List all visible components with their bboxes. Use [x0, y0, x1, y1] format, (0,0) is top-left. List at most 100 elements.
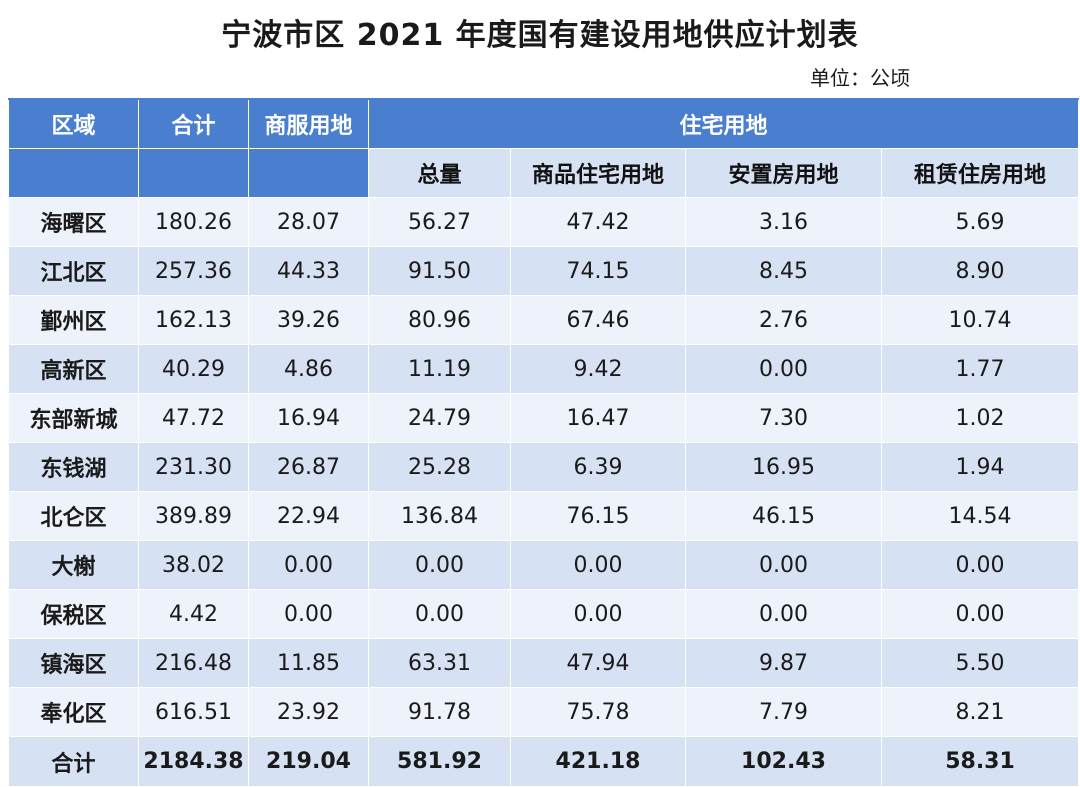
- value-cell: 0.00: [248, 540, 369, 590]
- region-cell: 奉化区: [8, 687, 139, 737]
- header-res-rental: 租赁住房用地: [880, 148, 1080, 198]
- value-cell: 28.07: [248, 197, 369, 247]
- value-cell: 26.87: [248, 442, 369, 492]
- value-cell: 16.47: [510, 393, 686, 443]
- value-cell: 0.00: [248, 589, 369, 639]
- totals-label: 合计: [8, 736, 139, 787]
- value-cell: 10.74: [880, 295, 1080, 345]
- unit-label: 单位：公顷: [810, 66, 910, 90]
- header-res-total: 总量: [368, 148, 511, 198]
- region-cell: 北仑区: [8, 491, 139, 541]
- value-cell: 16.94: [248, 393, 369, 443]
- value-cell: 8.45: [685, 246, 882, 296]
- value-cell: 47.94: [510, 638, 686, 688]
- header-commercial: 商服用地: [248, 98, 369, 149]
- totals-cell: 581.92: [368, 736, 511, 787]
- header-region: 区域: [8, 98, 139, 149]
- value-cell: 5.69: [880, 197, 1080, 247]
- land-supply-table: 区域 合计 商服用地 住宅用地 总量 商品住宅用地 安置房用地 租赁住房用地 海…: [8, 98, 1080, 787]
- value-cell: 1.77: [880, 344, 1080, 394]
- region-cell: 大榭: [8, 540, 139, 590]
- value-cell: 4.42: [138, 589, 249, 639]
- region-cell: 东钱湖: [8, 442, 139, 492]
- value-cell: 8.90: [880, 246, 1080, 296]
- table-row: 海曙区 180.26 28.07 56.27 47.42 3.16 5.69: [8, 197, 1080, 247]
- totals-cell: 58.31: [880, 736, 1080, 787]
- table-row: 奉化区 616.51 23.92 91.78 75.78 7.79 8.21: [8, 687, 1080, 737]
- value-cell: 91.50: [368, 246, 511, 296]
- value-cell: 11.85: [248, 638, 369, 688]
- value-cell: 216.48: [138, 638, 249, 688]
- value-cell: 9.87: [685, 638, 882, 688]
- header-commercial-blank: [248, 148, 369, 198]
- value-cell: 0.00: [368, 589, 511, 639]
- region-cell: 镇海区: [8, 638, 139, 688]
- table-row: 东部新城 47.72 16.94 24.79 16.47 7.30 1.02: [8, 393, 1080, 443]
- value-cell: 0.00: [685, 344, 882, 394]
- region-cell: 保税区: [8, 589, 139, 639]
- value-cell: 91.78: [368, 687, 511, 737]
- value-cell: 162.13: [138, 295, 249, 345]
- table-row: 高新区 40.29 4.86 11.19 9.42 0.00 1.77: [8, 344, 1080, 394]
- value-cell: 231.30: [138, 442, 249, 492]
- value-cell: 25.28: [368, 442, 511, 492]
- value-cell: 9.42: [510, 344, 686, 394]
- value-cell: 0.00: [685, 540, 882, 590]
- value-cell: 22.94: [248, 491, 369, 541]
- value-cell: 616.51: [138, 687, 249, 737]
- table-row: 大榭 38.02 0.00 0.00 0.00 0.00 0.00: [8, 540, 1080, 590]
- value-cell: 0.00: [510, 540, 686, 590]
- value-cell: 44.33: [248, 246, 369, 296]
- value-cell: 7.79: [685, 687, 882, 737]
- value-cell: 0.00: [880, 540, 1080, 590]
- value-cell: 38.02: [138, 540, 249, 590]
- value-cell: 0.00: [880, 589, 1080, 639]
- value-cell: 0.00: [510, 589, 686, 639]
- header-total: 合计: [138, 98, 249, 149]
- header-res-commodity: 商品住宅用地: [510, 148, 686, 198]
- table-row: 东钱湖 231.30 26.87 25.28 6.39 16.95 1.94: [8, 442, 1080, 492]
- value-cell: 40.29: [138, 344, 249, 394]
- value-cell: 47.72: [138, 393, 249, 443]
- totals-cell: 102.43: [685, 736, 882, 787]
- value-cell: 46.15: [685, 491, 882, 541]
- value-cell: 56.27: [368, 197, 511, 247]
- value-cell: 80.96: [368, 295, 511, 345]
- value-cell: 23.92: [248, 687, 369, 737]
- value-cell: 257.36: [138, 246, 249, 296]
- value-cell: 74.15: [510, 246, 686, 296]
- table-row: 江北区 257.36 44.33 91.50 74.15 8.45 8.90: [8, 246, 1080, 296]
- value-cell: 11.19: [368, 344, 511, 394]
- totals-row: 合计 2184.38 219.04 581.92 421.18 102.43 5…: [8, 736, 1080, 787]
- region-cell: 高新区: [8, 344, 139, 394]
- table-row: 保税区 4.42 0.00 0.00 0.00 0.00 0.00: [8, 589, 1080, 639]
- value-cell: 3.16: [685, 197, 882, 247]
- value-cell: 0.00: [368, 540, 511, 590]
- value-cell: 75.78: [510, 687, 686, 737]
- region-cell: 鄞州区: [8, 295, 139, 345]
- value-cell: 4.86: [248, 344, 369, 394]
- header-total-blank: [138, 148, 249, 198]
- value-cell: 6.39: [510, 442, 686, 492]
- value-cell: 2.76: [685, 295, 882, 345]
- value-cell: 0.00: [685, 589, 882, 639]
- region-cell: 江北区: [8, 246, 139, 296]
- table-body: 海曙区 180.26 28.07 56.27 47.42 3.16 5.69 江北区 257.3…: [8, 197, 1080, 737]
- value-cell: 76.15: [510, 491, 686, 541]
- value-cell: 1.94: [880, 442, 1080, 492]
- table-row: 镇海区 216.48 11.85 63.31 47.94 9.87 5.50: [8, 638, 1080, 688]
- page-title: 宁波市区 2021 年度国有建设用地供应计划表: [221, 18, 859, 53]
- table-row: 鄞州区 162.13 39.26 80.96 67.46 2.76 10.74: [8, 295, 1080, 345]
- region-cell: 海曙区: [8, 197, 139, 247]
- header-region-blank: [8, 148, 139, 198]
- value-cell: 1.02: [880, 393, 1080, 443]
- value-cell: 180.26: [138, 197, 249, 247]
- value-cell: 8.21: [880, 687, 1080, 737]
- value-cell: 39.26: [248, 295, 369, 345]
- header-res-resettlement: 安置房用地: [685, 148, 882, 198]
- value-cell: 5.50: [880, 638, 1080, 688]
- value-cell: 7.30: [685, 393, 882, 443]
- value-cell: 47.42: [510, 197, 686, 247]
- value-cell: 16.95: [685, 442, 882, 492]
- region-cell: 东部新城: [8, 393, 139, 443]
